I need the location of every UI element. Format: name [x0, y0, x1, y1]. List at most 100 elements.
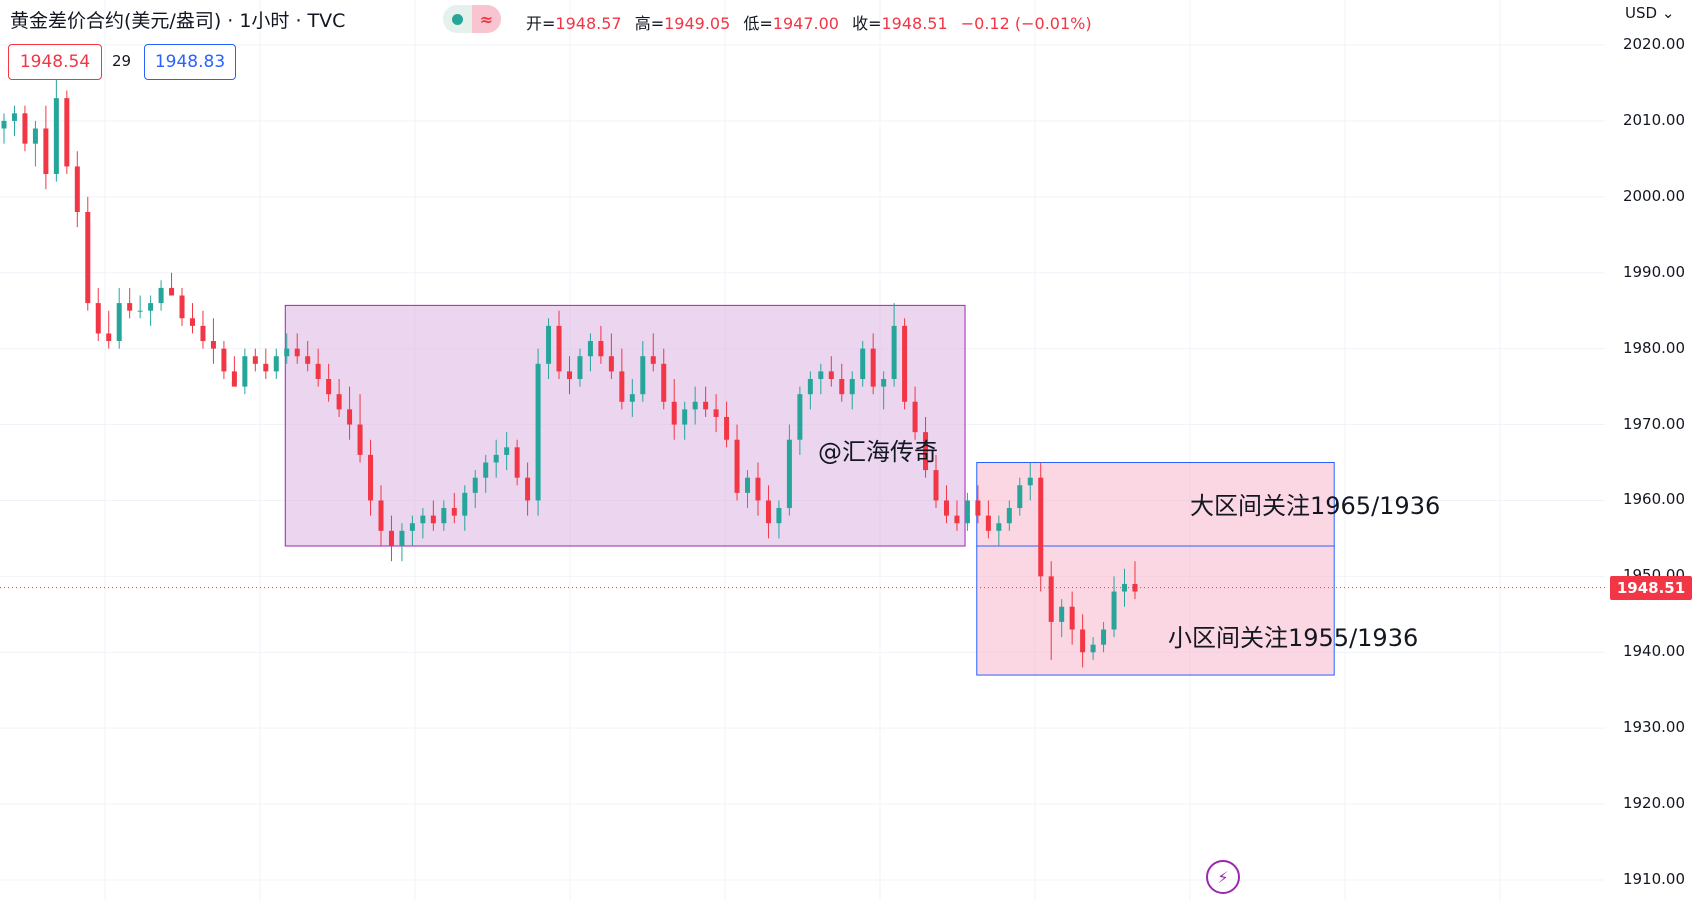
close-value: 1948.51	[881, 14, 948, 33]
big-range-label[interactable]: 大区间关注1965/1936	[1190, 492, 1441, 520]
candle-body	[629, 394, 635, 402]
market-status-pill[interactable]: ≈	[443, 5, 501, 33]
candle-body	[305, 356, 311, 364]
candle-body	[870, 348, 876, 387]
y-tick-label: 1940.00	[1622, 642, 1685, 661]
candle-body	[273, 356, 279, 372]
candle-body	[1080, 629, 1086, 653]
small-range-label[interactable]: 小区间关注1955/1936	[1168, 624, 1419, 652]
open-value: 1948.57	[555, 14, 622, 33]
delayed-data-icon: ≈	[472, 5, 501, 33]
change-value: −0.12 (−0.01%)	[960, 14, 1092, 33]
candle-body	[242, 356, 248, 387]
candle-body	[1069, 606, 1075, 630]
candle-body	[1059, 606, 1065, 622]
candle-body	[95, 303, 101, 334]
candle-body	[158, 287, 164, 304]
buy-price-button[interactable]: 1948.83	[144, 44, 236, 80]
candle-body	[608, 356, 614, 372]
candle-body	[127, 303, 133, 311]
candle-body	[525, 477, 531, 501]
candle-body	[493, 454, 499, 463]
candle-body	[556, 325, 562, 372]
flash-logo-icon[interactable]: ⚡	[1206, 860, 1240, 894]
sell-price-button[interactable]: 1948.54	[8, 44, 102, 80]
candle-body	[923, 432, 929, 471]
candle-body	[462, 492, 468, 516]
candle-body	[1006, 508, 1012, 524]
candle-body	[765, 500, 771, 524]
candle-body	[420, 515, 426, 524]
candle-body	[682, 409, 688, 425]
candle-body	[64, 98, 70, 167]
candle-body	[849, 379, 855, 395]
candle-body	[954, 515, 960, 524]
candle-body	[1132, 583, 1138, 592]
y-tick-label: 1910.00	[1622, 870, 1685, 888]
candle-body	[1111, 591, 1117, 630]
candle-body	[399, 530, 405, 546]
candle-body	[964, 500, 970, 524]
candle-body	[409, 523, 415, 531]
candle-body	[891, 325, 897, 379]
candle-body	[32, 128, 38, 144]
candle-body	[284, 348, 290, 357]
candle-body	[53, 98, 59, 175]
candle-body	[231, 371, 237, 387]
low-value: 1947.00	[772, 14, 839, 33]
close-label: 收=	[852, 14, 882, 33]
candle-body	[514, 447, 520, 478]
candle-body	[985, 515, 991, 531]
candle-body	[1038, 477, 1044, 577]
candle-body	[315, 363, 321, 379]
candle-body	[378, 500, 384, 531]
y-tick-label: 1930.00	[1622, 718, 1685, 737]
high-value: 1949.05	[664, 14, 731, 33]
y-tick-label: 1920.00	[1622, 794, 1685, 813]
candle-body	[430, 515, 436, 524]
candle-body	[818, 371, 824, 379]
candle-body	[692, 401, 698, 410]
currency-selector[interactable]: USD ⌄	[1625, 4, 1674, 22]
candle-body	[200, 325, 206, 342]
candle-body	[881, 379, 887, 387]
candle-body	[451, 508, 457, 516]
candle-body	[902, 325, 908, 402]
candle-body	[650, 356, 656, 364]
candle-body	[1, 120, 7, 129]
candle-body	[577, 356, 583, 379]
candle-body	[713, 409, 719, 417]
candle-body	[388, 530, 394, 546]
y-tick-label: 2020.00	[1622, 35, 1685, 53]
y-tick-label: 2000.00	[1622, 186, 1685, 205]
candle-body	[797, 394, 803, 440]
candle-body	[546, 325, 552, 364]
candle-body	[535, 363, 541, 501]
candle-body	[43, 128, 49, 175]
candle-body	[11, 113, 17, 121]
symbol-title[interactable]: 黄金差价合约(美元/盎司) · 1小时 · TVC	[10, 10, 346, 32]
candle-body	[943, 500, 949, 516]
candle-body	[85, 212, 91, 304]
candle-body	[368, 454, 374, 501]
candle-body	[252, 356, 258, 364]
market-open-indicator	[443, 5, 472, 33]
candle-body	[671, 401, 677, 425]
candle-body	[587, 341, 593, 357]
candle-body	[1090, 644, 1096, 653]
candle-body	[619, 371, 625, 402]
candle-body	[598, 341, 604, 357]
candle-body	[703, 401, 709, 410]
chevron-down-icon: ⌄	[1657, 4, 1675, 22]
candle-body	[1017, 485, 1023, 509]
watermark-text: @汇海传奇	[818, 438, 938, 466]
y-tick-label: 1970.00	[1622, 414, 1685, 433]
candle-body	[786, 439, 792, 509]
candle-body	[1027, 477, 1033, 486]
candle-body	[807, 379, 813, 395]
candle-body	[566, 371, 572, 379]
candle-body	[860, 348, 866, 379]
candle-body	[828, 371, 834, 379]
candle-body	[441, 508, 447, 524]
